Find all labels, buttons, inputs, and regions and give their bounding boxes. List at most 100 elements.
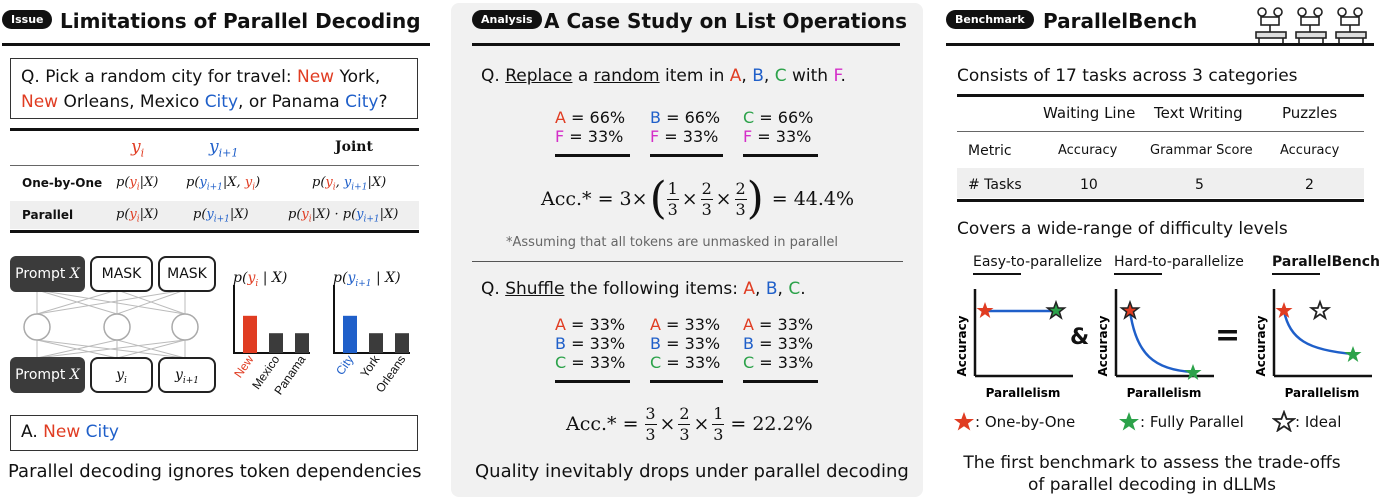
label-hard: Hard-to-parallelize bbox=[1114, 254, 1244, 270]
left-caption: Parallel decoding ignores token dependen… bbox=[8, 461, 422, 482]
label-easy: Easy-to-parallelize bbox=[973, 254, 1103, 270]
hist2-tick-label: York bbox=[357, 352, 383, 380]
benchmark-badge: Benchmark bbox=[946, 10, 1034, 29]
cell-par-yi1: p(yi+1|X) bbox=[193, 207, 249, 225]
assumption-note: *Assuming that all tokens are unmasked i… bbox=[506, 235, 839, 250]
cell-tasks-puzzles: 2 bbox=[1305, 177, 1314, 193]
output-node-yi: yi bbox=[90, 357, 153, 393]
cell-par-yi: p(yi|X) bbox=[116, 207, 159, 225]
cell-obo-yi1: p(yi+1|X, yi) bbox=[186, 175, 261, 193]
mask-node-1: MASK bbox=[90, 256, 153, 292]
header-yi: yi bbox=[131, 137, 145, 160]
plot-hard-ylabel: Accuracy bbox=[1096, 315, 1110, 376]
q2-underline-1 bbox=[555, 380, 630, 383]
mask-node-2: MASK bbox=[158, 256, 216, 292]
hist1-bar bbox=[295, 333, 309, 353]
bench-table-header-rule bbox=[957, 131, 1364, 132]
tasks-row-bg bbox=[957, 168, 1364, 198]
output-node-yi1: yi+1 bbox=[158, 357, 216, 393]
middle-title: A Case Study on List Operations bbox=[544, 9, 908, 33]
plot-bench-curve bbox=[1282, 310, 1354, 356]
plot-parallelbench: Accuracy Parallelism bbox=[1254, 289, 1372, 400]
col-text-writing: Text Writing bbox=[1154, 104, 1243, 122]
cell-par-joint: p(yi|X) · p(yi+1|X) bbox=[288, 207, 399, 225]
plot-easy: Accuracy Parallelism bbox=[955, 289, 1073, 400]
equals-sign: = bbox=[1215, 318, 1241, 353]
col-waiting-line: Waiting Line bbox=[1043, 104, 1136, 122]
row-metric-label: Metric bbox=[968, 143, 1012, 159]
middle-title-rule bbox=[472, 43, 900, 46]
cell-tasks-text: 5 bbox=[1195, 177, 1204, 193]
middle-divider bbox=[472, 261, 903, 262]
ampersand: & bbox=[1070, 325, 1090, 350]
legend-red-star-icon bbox=[954, 412, 974, 431]
table-top-rule bbox=[10, 128, 419, 131]
robots-workbench-icon bbox=[1255, 7, 1367, 43]
question-2: Q. Shuffle the following items: A, B, C. bbox=[481, 279, 806, 299]
right-title-rule bbox=[946, 43, 1374, 46]
hist1-bar bbox=[269, 333, 283, 353]
issue-badge: Issue bbox=[2, 10, 53, 29]
q1-underline-b bbox=[650, 154, 723, 157]
hist1-axis bbox=[233, 285, 310, 354]
row-label-parallel: Parallel bbox=[22, 208, 74, 222]
bench-table-top-rule bbox=[957, 94, 1364, 97]
one-by-one-star-icon bbox=[976, 302, 994, 318]
hist2-bar bbox=[343, 315, 357, 353]
right-subtitle-2: Covers a wide-range of difficulty levels bbox=[957, 219, 1288, 239]
fully-parallel-ideal-star-icon bbox=[1045, 299, 1067, 320]
plot-hard-xlabel: Parallelism bbox=[1127, 386, 1202, 400]
left-title-rule bbox=[2, 43, 430, 46]
question-box: Q. Pick a random city for travel: New Yo… bbox=[10, 58, 418, 119]
plot-bench-ylabel: Accuracy bbox=[1254, 315, 1268, 376]
hist2-bar bbox=[369, 333, 383, 353]
q1-underline-c bbox=[743, 154, 818, 157]
cell-tasks-waiting: 10 bbox=[1080, 177, 1098, 193]
q1-col-a: A = 66% F = 33% bbox=[555, 108, 626, 146]
label-easy-underline bbox=[973, 273, 1021, 275]
hist1-title: p(yi | X) bbox=[233, 270, 288, 289]
fully-parallel-star-icon bbox=[1344, 346, 1362, 362]
header-yi1: yi+1 bbox=[209, 137, 239, 160]
row-tasks-label: # Tasks bbox=[968, 177, 1022, 193]
prompt-output-node: Prompt X bbox=[10, 357, 85, 393]
answer-text: A. New City bbox=[21, 422, 119, 442]
q1-col-b: B = 66% F = 33% bbox=[650, 108, 721, 146]
q2-col-1: A = 33% B = 33% C = 33% bbox=[555, 315, 626, 372]
cell-obo-yi: p(yi|X) bbox=[116, 175, 159, 193]
hist1-tick-label: New bbox=[231, 352, 256, 380]
header-joint: Joint bbox=[335, 139, 373, 155]
q2-col-3: A = 33% B = 33% C = 33% bbox=[743, 315, 814, 372]
left-title: Limitations of Parallel Decoding bbox=[60, 9, 421, 33]
label-hard-underline bbox=[1114, 273, 1162, 275]
analysis-badge: Analysis bbox=[472, 10, 542, 29]
label-bench-underline bbox=[1272, 273, 1320, 275]
cell-obo-joint: p(yi, yi+1|X) bbox=[312, 175, 387, 193]
answer-box: A. New City bbox=[10, 415, 418, 451]
one-by-one-ideal-star-icon bbox=[1119, 299, 1141, 320]
q2-underline-2 bbox=[650, 380, 723, 383]
middle-panel bbox=[451, 3, 923, 497]
hist2-axis bbox=[333, 285, 410, 354]
cell-metric-waiting: Accuracy bbox=[1058, 143, 1118, 158]
hist2-tick-label: City bbox=[333, 353, 356, 378]
row-label-one-by-one: One-by-One bbox=[22, 176, 103, 190]
right-subtitle-1: Consists of 17 tasks across 3 categories bbox=[957, 66, 1298, 86]
ideal-star-icon bbox=[1308, 299, 1332, 321]
q1-col-c: C = 66% F = 33% bbox=[743, 108, 814, 146]
legend-green-star-icon bbox=[1119, 412, 1139, 431]
question-line-2: New Orleans, Mexico City, or Panama City… bbox=[21, 92, 388, 112]
model-network-diagram bbox=[23, 289, 199, 359]
legend-ideal: : Ideal bbox=[1295, 413, 1342, 431]
plot-easy-ylabel: Accuracy bbox=[955, 315, 969, 376]
plot-easy-xlabel: Parallelism bbox=[986, 386, 1061, 400]
hist1-bar bbox=[243, 315, 257, 353]
legend-fully-parallel: : Fully Parallel bbox=[1140, 413, 1244, 431]
table-header-rule bbox=[10, 165, 419, 166]
table-bottom-rule bbox=[10, 230, 419, 233]
plot-hard: Accuracy Parallelism bbox=[1096, 289, 1214, 400]
col-puzzles: Puzzles bbox=[1282, 104, 1338, 122]
